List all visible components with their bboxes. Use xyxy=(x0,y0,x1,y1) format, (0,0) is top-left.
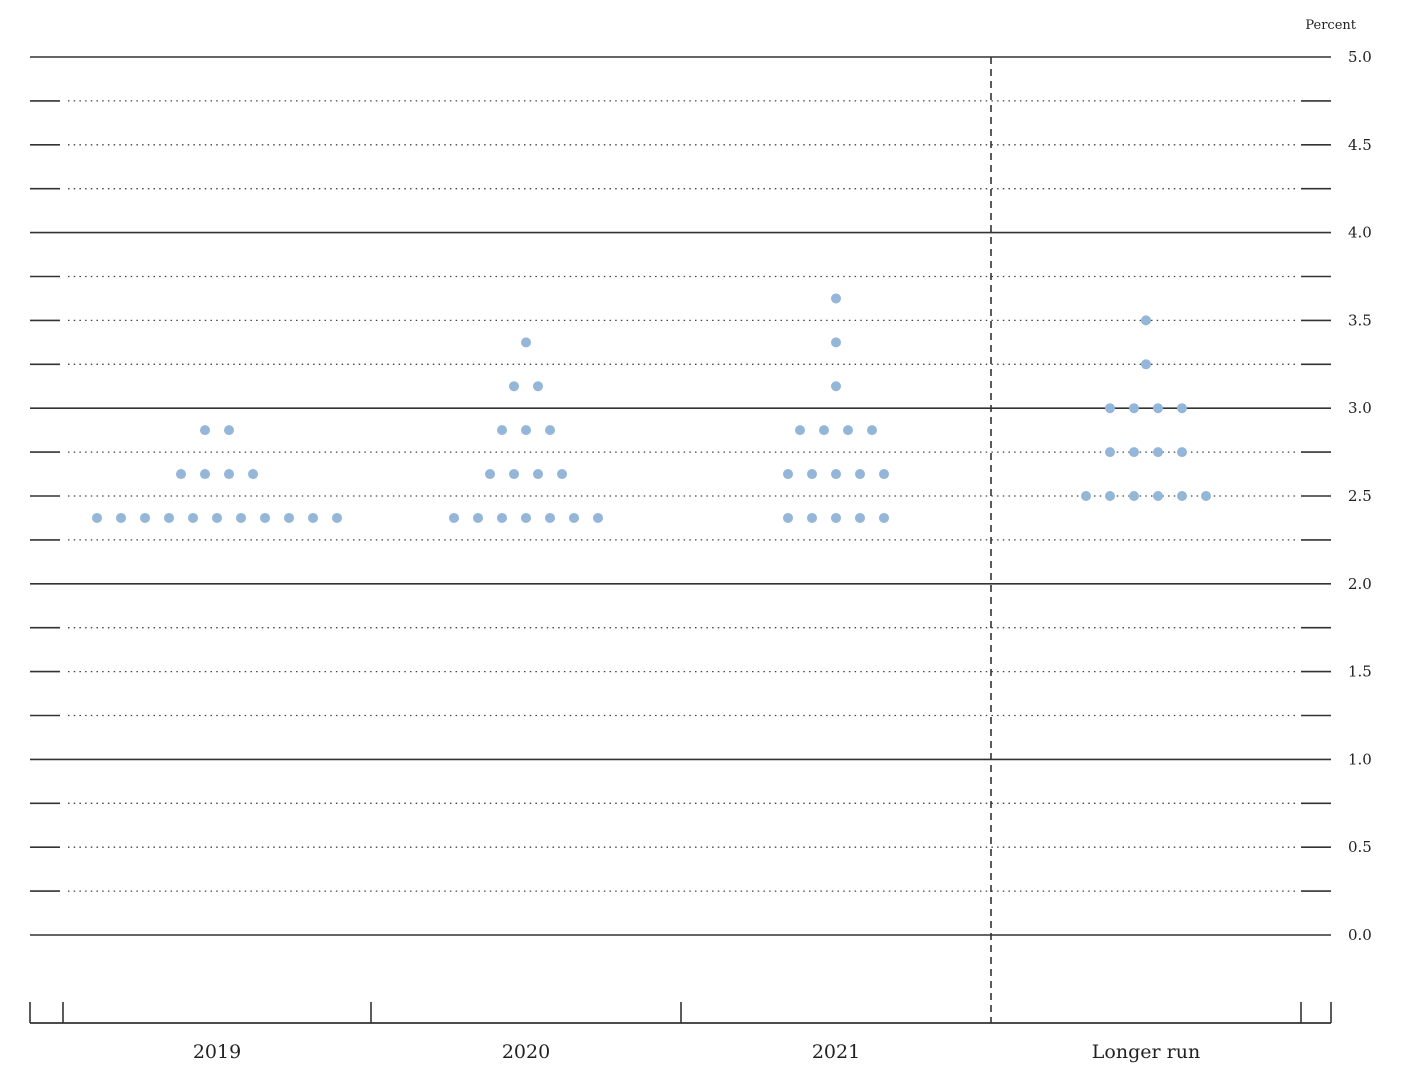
y-tick-label: 0.5 xyxy=(1348,838,1372,856)
data-dot xyxy=(1141,359,1151,370)
data-dot xyxy=(1153,403,1163,414)
data-dot xyxy=(116,512,126,523)
data-dot xyxy=(843,425,853,436)
data-dot xyxy=(831,381,841,392)
y-tick-label: 3.5 xyxy=(1348,311,1372,329)
data-dot xyxy=(284,512,294,523)
data-dot xyxy=(485,469,495,480)
data-dot xyxy=(1129,403,1139,414)
data-dot xyxy=(1177,403,1187,414)
y-tick-label: 0.0 xyxy=(1348,926,1372,944)
data-dot xyxy=(140,512,150,523)
data-dot xyxy=(831,469,841,480)
data-dot xyxy=(783,512,793,523)
data-dot xyxy=(807,469,817,480)
data-dot xyxy=(1153,447,1163,458)
data-dot xyxy=(332,512,342,523)
data-dot xyxy=(1105,447,1115,458)
data-dot xyxy=(509,381,519,392)
data-dot xyxy=(212,512,222,523)
data-dot xyxy=(795,425,805,436)
y-axis-tick-labels: 0.0 0.5 1.0 1.5 2.0 2.5 3.0 3.5 4.0 4.5 5.0 xyxy=(1348,48,1372,944)
data-dot xyxy=(248,469,258,480)
data-dot xyxy=(497,512,507,523)
data-dot xyxy=(1141,315,1151,326)
data-dot xyxy=(879,512,889,523)
data-dot xyxy=(807,512,817,523)
data-dot xyxy=(593,512,603,523)
y-tick-label: 4.0 xyxy=(1348,224,1372,242)
data-dot xyxy=(1105,491,1115,501)
unit-label: Percent xyxy=(1305,18,1356,33)
data-dot xyxy=(831,293,841,304)
data-dot xyxy=(497,425,507,436)
data-dot xyxy=(1129,447,1139,458)
y-tick-label: 1.0 xyxy=(1348,750,1372,768)
data-dot xyxy=(224,469,234,480)
data-dot xyxy=(533,469,543,480)
x-axis: 2019 2020 2021 Longer run xyxy=(29,1002,1332,1063)
data-dot xyxy=(545,425,555,436)
x-category-label: Longer run xyxy=(1092,1041,1200,1063)
data-dot xyxy=(164,512,174,523)
data-dot xyxy=(200,469,210,480)
data-dot xyxy=(521,337,531,348)
y-tick-label: 1.5 xyxy=(1348,663,1372,681)
data-dot xyxy=(1129,491,1139,501)
data-dot xyxy=(521,425,531,436)
data-dot xyxy=(176,469,186,480)
data-dot xyxy=(200,425,210,436)
data-dot xyxy=(1177,491,1187,501)
data-dot xyxy=(509,469,519,480)
data-dot xyxy=(1153,491,1163,501)
data-dot xyxy=(783,469,793,480)
data-dot xyxy=(224,425,234,436)
data-dot xyxy=(879,469,889,480)
x-category-label: 2019 xyxy=(193,1041,241,1063)
data-dot xyxy=(831,512,841,523)
data-dot xyxy=(1081,491,1091,501)
y-tick-label: 3.0 xyxy=(1348,399,1372,417)
data-dot xyxy=(855,469,865,480)
y-tick-label: 2.0 xyxy=(1348,575,1372,593)
data-dot xyxy=(831,337,841,348)
data-dot xyxy=(1201,491,1211,501)
data-dot xyxy=(533,381,543,392)
data-dot xyxy=(260,512,270,523)
y-tick-label: 2.5 xyxy=(1348,487,1372,505)
data-dot xyxy=(521,512,531,523)
dots-layer xyxy=(92,293,1211,523)
x-category-label: 2020 xyxy=(502,1041,550,1063)
data-dot xyxy=(867,425,877,436)
data-dot xyxy=(819,425,829,436)
data-dot xyxy=(236,512,246,523)
data-dot xyxy=(1177,447,1187,458)
data-dot xyxy=(92,512,102,523)
data-dot xyxy=(1105,403,1115,414)
data-dot xyxy=(473,512,483,523)
data-dot xyxy=(545,512,555,523)
y-tick-label: 5.0 xyxy=(1348,48,1372,66)
data-dot xyxy=(308,512,318,523)
data-dot xyxy=(557,469,567,480)
data-dot xyxy=(449,512,459,523)
x-category-label: 2021 xyxy=(812,1041,860,1063)
data-dot xyxy=(188,512,198,523)
y-tick-label: 4.5 xyxy=(1348,136,1372,154)
data-dot xyxy=(569,512,579,523)
data-dot xyxy=(855,512,865,523)
